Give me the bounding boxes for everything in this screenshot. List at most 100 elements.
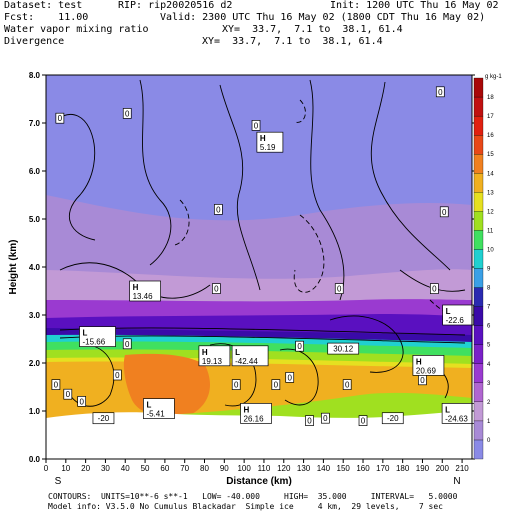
zero-label-text: 0 (307, 417, 312, 426)
colorbar-swatch (473, 306, 484, 326)
extremum-value: -22.6 (446, 316, 465, 325)
extremum-type: L (83, 329, 88, 338)
colorbar-level-label: 5 (487, 343, 491, 349)
x-tick-label: 40 (121, 464, 130, 473)
field2-label: Divergence (4, 36, 65, 47)
y-tick-label: 3.0 (29, 311, 41, 320)
contour-line-2 (139, 79, 172, 266)
dataset-label: Dataset: test (4, 0, 83, 11)
y-axis: 0.0 1.0 2.0 3.0 4.0 5.0 6.0 7.0 8.0 (29, 71, 475, 464)
zero-label: 0 (358, 415, 368, 426)
zero-label: 0 (321, 412, 330, 424)
extremum-label: H20.69 (412, 355, 445, 376)
extremum-value: 19.13 (202, 357, 223, 366)
colorbar-level-label: 1 (487, 419, 491, 425)
x-tick-label: 190 (416, 464, 430, 473)
y-tick-label: 5.0 (29, 215, 41, 224)
y-tick-label: 8.0 (29, 71, 41, 80)
x-tick-label: 100 (237, 464, 251, 473)
zero-label: 0 (63, 388, 73, 400)
zero-label-text: 0 (432, 285, 437, 294)
colorbar-swatch (473, 134, 484, 155)
colorbar-swatch (473, 363, 484, 383)
extremum-value: 30.12 (333, 345, 354, 354)
zero-label-text: 0 (420, 376, 425, 385)
x-tick-label: 180 (396, 464, 410, 473)
zero-label: 0 (77, 396, 87, 407)
extremum-type: H (244, 405, 250, 414)
zero-label: 0 (285, 372, 295, 383)
zero-label-text: 0 (58, 114, 63, 123)
x-tick-label: 160 (356, 464, 370, 473)
zero-label-text: 0 (442, 208, 447, 217)
extremum-type: H (202, 348, 208, 357)
zero-label-text: 0 (115, 371, 120, 380)
x-tick-label: 20 (81, 464, 90, 473)
colorbar-level-label: 9 (487, 267, 491, 273)
x-tick-label: 140 (317, 464, 331, 473)
zero-label: 0 (271, 379, 281, 390)
dashed-contour-3 (294, 99, 306, 123)
x-tick-label: 0 (44, 464, 49, 473)
zero-label: 0 (214, 204, 223, 215)
colorbar-level-label: 3 (487, 381, 491, 387)
colorbar-swatch (473, 211, 484, 231)
extremum-type: H (133, 283, 139, 292)
extremum-value: -20 (387, 414, 399, 423)
y-tick-label: 6.0 (29, 167, 41, 176)
extremum-type: L (235, 348, 240, 357)
colorbar-swatch (473, 230, 484, 250)
contour-line-1 (55, 113, 96, 241)
zero-label: 0 (251, 120, 261, 131)
colorbar-level-label: 12 (487, 209, 494, 215)
extremum-value: 20.69 (416, 366, 437, 375)
extremum-label: -20 (381, 412, 404, 425)
zero-label: 0 (51, 379, 61, 390)
zero-label-text: 0 (214, 285, 219, 294)
extremum-type: L (146, 401, 151, 410)
dashed-contour-1 (293, 214, 325, 293)
zero-label-text: 0 (361, 417, 366, 426)
model-info: Model info: V3.5.0 No Cumulus Blackadar … (48, 502, 443, 511)
colorbar-swatch (473, 287, 484, 307)
moisture-fill (46, 75, 472, 459)
zero-label-text: 0 (287, 373, 292, 382)
x-tick-label: 10 (61, 464, 70, 473)
extremum-label: H26.16 (240, 403, 272, 424)
colorbar-level-label: 6 (487, 324, 491, 330)
contour-line-9 (209, 343, 257, 407)
xy1-label: XY= 33.7, 7.1 to 38.1, 61.4 (222, 24, 403, 35)
x-axis-label: Distance (km) (226, 476, 292, 487)
zero-label: 0 (212, 283, 221, 294)
extremum-type: L (445, 405, 450, 414)
x-tick-label: 150 (337, 464, 351, 473)
zero-label-text: 0 (216, 205, 221, 214)
y-tick-label: 1.0 (29, 407, 41, 416)
contour-line-4 (309, 79, 345, 301)
zero-label-text: 0 (254, 121, 259, 130)
extremum-label: H19.13 (198, 345, 231, 367)
colorbar-swatch (473, 439, 484, 460)
zero-label: 0 (418, 374, 427, 386)
y-tick-label: 0.0 (29, 455, 41, 464)
extremum-value: -42.44 (235, 357, 258, 366)
y-tick-label: 7.0 (29, 119, 41, 128)
extremum-value: 13.46 (133, 292, 154, 301)
zero-label-text: 0 (438, 88, 443, 97)
extremum-value: 5.19 (260, 143, 276, 152)
colorbar-level-label: 10 (487, 247, 494, 253)
colorbar-swatch (473, 344, 484, 364)
extremum-label: L-15.66 (79, 326, 116, 347)
extremum-value: 26.16 (244, 414, 265, 423)
colorbar-level-label: 4 (487, 362, 491, 368)
field1-label: Water vapor mixing ratio (4, 24, 149, 35)
contour-line-5 (370, 81, 451, 271)
extrema-labels: H5.19H13.46L-15.66H19.13L-42.4430.12L-22… (79, 131, 479, 425)
x-tick-label: 30 (101, 464, 110, 473)
colorbar-swatch (473, 173, 484, 193)
extremum-value: -20 (98, 414, 110, 423)
x-tick-label: 120 (277, 464, 291, 473)
x-tick-label: 90 (220, 464, 229, 473)
init-label: Init: 1200 UTC Thu 16 May 02 (330, 0, 499, 11)
